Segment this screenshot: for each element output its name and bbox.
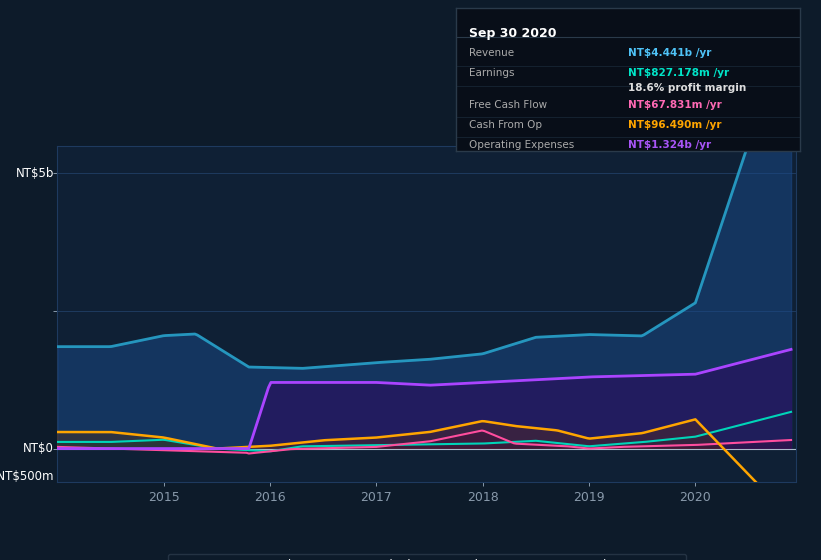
Text: NT$96.490m /yr: NT$96.490m /yr bbox=[628, 120, 722, 130]
Text: Free Cash Flow: Free Cash Flow bbox=[470, 100, 548, 110]
Text: Cash From Op: Cash From Op bbox=[470, 120, 543, 130]
Text: NT$4.441b /yr: NT$4.441b /yr bbox=[628, 48, 712, 58]
Text: NT$1.324b /yr: NT$1.324b /yr bbox=[628, 140, 711, 150]
Text: 18.6% profit margin: 18.6% profit margin bbox=[628, 83, 746, 92]
Text: Operating Expenses: Operating Expenses bbox=[470, 140, 575, 150]
Text: Sep 30 2020: Sep 30 2020 bbox=[470, 27, 557, 40]
Text: NT$67.831m /yr: NT$67.831m /yr bbox=[628, 100, 722, 110]
Text: NT$827.178m /yr: NT$827.178m /yr bbox=[628, 68, 729, 78]
Legend: Revenue, Earnings, Free Cash Flow, Cash From Op, Operating Expenses: Revenue, Earnings, Free Cash Flow, Cash … bbox=[168, 554, 686, 560]
Text: Revenue: Revenue bbox=[470, 48, 515, 58]
Text: -NT$500m: -NT$500m bbox=[0, 470, 54, 483]
Text: NT$0: NT$0 bbox=[23, 442, 54, 455]
Text: NT$5b: NT$5b bbox=[16, 167, 54, 180]
Text: Earnings: Earnings bbox=[470, 68, 515, 78]
